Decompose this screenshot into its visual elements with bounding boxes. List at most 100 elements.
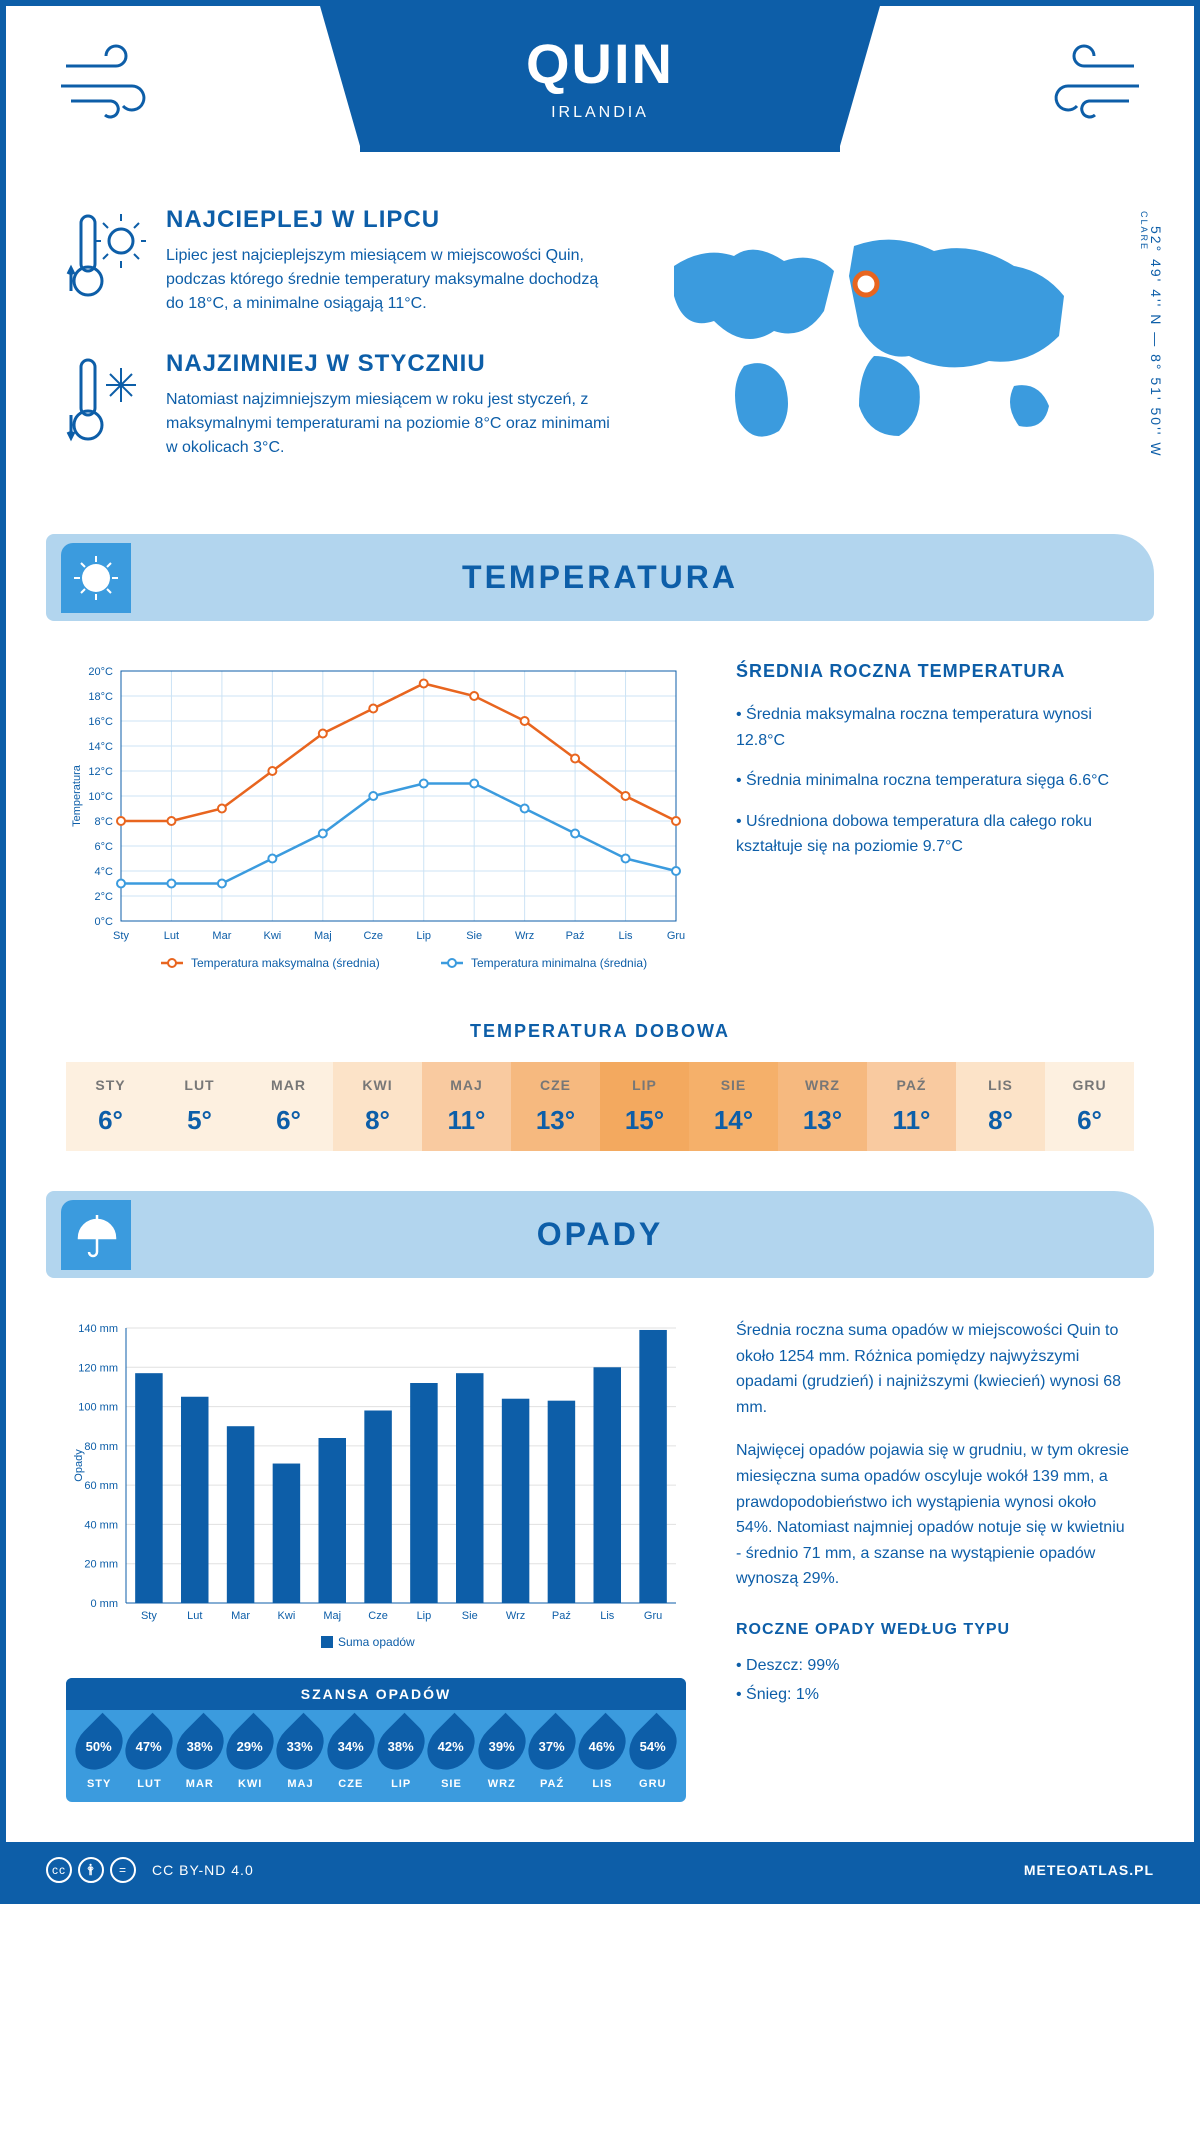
svg-text:14°C: 14°C: [88, 741, 113, 753]
daily-temp-cell: LIS8°: [956, 1062, 1045, 1151]
title-banner: QUIN IRLANDIA: [360, 6, 840, 152]
chance-cell: 54%GRU: [628, 1720, 678, 1790]
svg-text:Lip: Lip: [416, 930, 431, 942]
daily-temp-cell: LUT5°: [155, 1062, 244, 1151]
temperature-section-header: TEMPERATURA: [46, 534, 1154, 621]
sun-icon: [61, 543, 131, 613]
svg-text:16°C: 16°C: [88, 716, 113, 728]
svg-text:Mar: Mar: [212, 930, 231, 942]
svg-text:Sie: Sie: [466, 930, 482, 942]
site-name: METEOATLAS.PL: [1024, 1862, 1154, 1878]
svg-text:60 mm: 60 mm: [84, 1480, 118, 1492]
svg-text:Maj: Maj: [314, 930, 332, 942]
chance-title: SZANSA OPADÓW: [66, 1678, 686, 1710]
svg-text:120 mm: 120 mm: [78, 1362, 118, 1374]
svg-text:2°C: 2°C: [95, 891, 114, 903]
chance-cell: 42%SIE: [426, 1720, 476, 1790]
coldest-title: NAJZIMNIEJ W STYCZNIU: [166, 350, 614, 378]
svg-text:18°C: 18°C: [88, 691, 113, 703]
header: QUIN IRLANDIA: [6, 6, 1194, 186]
svg-text:0°C: 0°C: [95, 916, 114, 928]
daily-temp-cell: STY6°: [66, 1062, 155, 1151]
svg-text:Lip: Lip: [417, 1610, 432, 1622]
svg-text:Suma opadów: Suma opadów: [338, 1635, 415, 1649]
svg-text:Paź: Paź: [552, 1610, 571, 1622]
svg-text:Kwi: Kwi: [263, 930, 281, 942]
warmest-title: NAJCIEPLEJ W LIPCU: [166, 206, 614, 234]
chance-cell: 34%CZE: [326, 1720, 376, 1790]
daily-temp-cell: KWI8°: [333, 1062, 422, 1151]
svg-text:Cze: Cze: [368, 1610, 388, 1622]
world-map-block: CLARE 52° 49' 4'' N — 8° 51' 50'' W: [654, 206, 1134, 494]
daily-temp-cell: CZE13°: [511, 1062, 600, 1151]
svg-text:80 mm: 80 mm: [84, 1441, 118, 1453]
temperature-title: TEMPERATURA: [462, 559, 738, 595]
svg-text:140 mm: 140 mm: [78, 1323, 118, 1335]
coldest-block: NAJZIMNIEJ W STYCZNIU Natomiast najzimni…: [66, 350, 614, 464]
temp-side-title: ŚREDNIA ROCZNA TEMPERATURA: [736, 661, 1134, 682]
svg-text:Cze: Cze: [363, 930, 383, 942]
coldest-text: Natomiast najzimniejszym miesiącem w rok…: [166, 388, 614, 460]
svg-text:Lut: Lut: [187, 1610, 202, 1622]
precipitation-section-header: OPADY: [46, 1191, 1154, 1278]
license-text: CC BY-ND 4.0: [152, 1862, 254, 1878]
svg-text:40 mm: 40 mm: [84, 1519, 118, 1531]
temp-bullet: • Uśredniona dobowa temperatura dla całe…: [736, 809, 1134, 860]
daily-temp-section: TEMPERATURA DOBOWA STY6°LUT5°MAR6°KWI8°M…: [6, 1021, 1194, 1191]
svg-text:Wrz: Wrz: [506, 1610, 525, 1622]
daily-temp-cell: LIP15°: [600, 1062, 689, 1151]
umbrella-icon: [61, 1200, 131, 1270]
daily-temp-cell: GRU6°: [1045, 1062, 1134, 1151]
chance-cell: 50%STY: [74, 1720, 124, 1790]
svg-text:Mar: Mar: [231, 1610, 250, 1622]
svg-text:Temperatura minimalna (średnia: Temperatura minimalna (średnia): [471, 956, 647, 970]
by-icon: 🛉: [78, 1857, 104, 1883]
svg-text:Temperatura: Temperatura: [71, 764, 83, 827]
warmest-text: Lipiec jest najcieplejszym miesiącem w m…: [166, 244, 614, 316]
precip-type-item: • Deszcz: 99%: [736, 1653, 1134, 1679]
chance-cell: 37%PAŹ: [527, 1720, 577, 1790]
coordinates: 52° 49' 4'' N — 8° 51' 50'' W: [1148, 226, 1164, 458]
daily-temp-cell: PAŹ11°: [867, 1062, 956, 1151]
city-name: QUIN: [360, 31, 840, 96]
svg-text:Opady: Opady: [73, 1449, 85, 1482]
daily-temp-title: TEMPERATURA DOBOWA: [66, 1021, 1134, 1042]
precip-paragraph-2: Najwięcej opadów pojawia się w grudniu, …: [736, 1438, 1134, 1592]
thermometer-cold-icon: [66, 350, 146, 464]
temp-bullet: • Średnia minimalna roczna temperatura s…: [736, 768, 1134, 794]
thermometer-hot-icon: [66, 206, 146, 320]
footer: cc 🛉 = CC BY-ND 4.0 METEOATLAS.PL: [6, 1842, 1194, 1898]
svg-text:6°C: 6°C: [95, 841, 114, 853]
chance-cell: 38%LIP: [376, 1720, 426, 1790]
svg-text:Wrz: Wrz: [515, 930, 534, 942]
chance-cell: 47%LUT: [124, 1720, 174, 1790]
chance-cell: 39%WRZ: [477, 1720, 527, 1790]
svg-text:Sie: Sie: [462, 1610, 478, 1622]
temperature-line-chart: 0°C2°C4°C6°C8°C10°C12°C14°C16°C18°C20°CS…: [66, 661, 686, 981]
country-name: IRLANDIA: [360, 104, 840, 122]
svg-text:0 mm: 0 mm: [91, 1598, 119, 1610]
daily-temp-cell: MAJ11°: [422, 1062, 511, 1151]
svg-text:12°C: 12°C: [88, 766, 113, 778]
precipitation-title: OPADY: [537, 1216, 663, 1252]
svg-text:Gru: Gru: [644, 1610, 662, 1622]
svg-text:20 mm: 20 mm: [84, 1559, 118, 1571]
svg-text:20°C: 20°C: [88, 666, 113, 678]
wind-icon: [56, 41, 166, 135]
cc-icon: cc: [46, 1857, 72, 1883]
precipitation-bar-chart: 0 mm20 mm40 mm60 mm80 mm100 mm120 mm140 …: [66, 1318, 686, 1658]
svg-text:4°C: 4°C: [95, 866, 114, 878]
precip-type-title: ROCZNE OPADY WEDŁUG TYPU: [736, 1617, 1134, 1643]
svg-text:Gru: Gru: [667, 930, 685, 942]
svg-text:Sty: Sty: [141, 1610, 157, 1622]
daily-temp-cell: WRZ13°: [778, 1062, 867, 1151]
daily-temp-cell: MAR6°: [244, 1062, 333, 1151]
chance-cell: 33%MAJ: [275, 1720, 325, 1790]
svg-text:Sty: Sty: [113, 930, 129, 942]
svg-text:Lis: Lis: [619, 930, 634, 942]
svg-text:10°C: 10°C: [88, 791, 113, 803]
svg-text:Temperatura maksymalna (średni: Temperatura maksymalna (średnia): [191, 956, 380, 970]
chance-cell: 29%KWI: [225, 1720, 275, 1790]
daily-temp-cell: SIE14°: [689, 1062, 778, 1151]
svg-text:Lis: Lis: [600, 1610, 615, 1622]
